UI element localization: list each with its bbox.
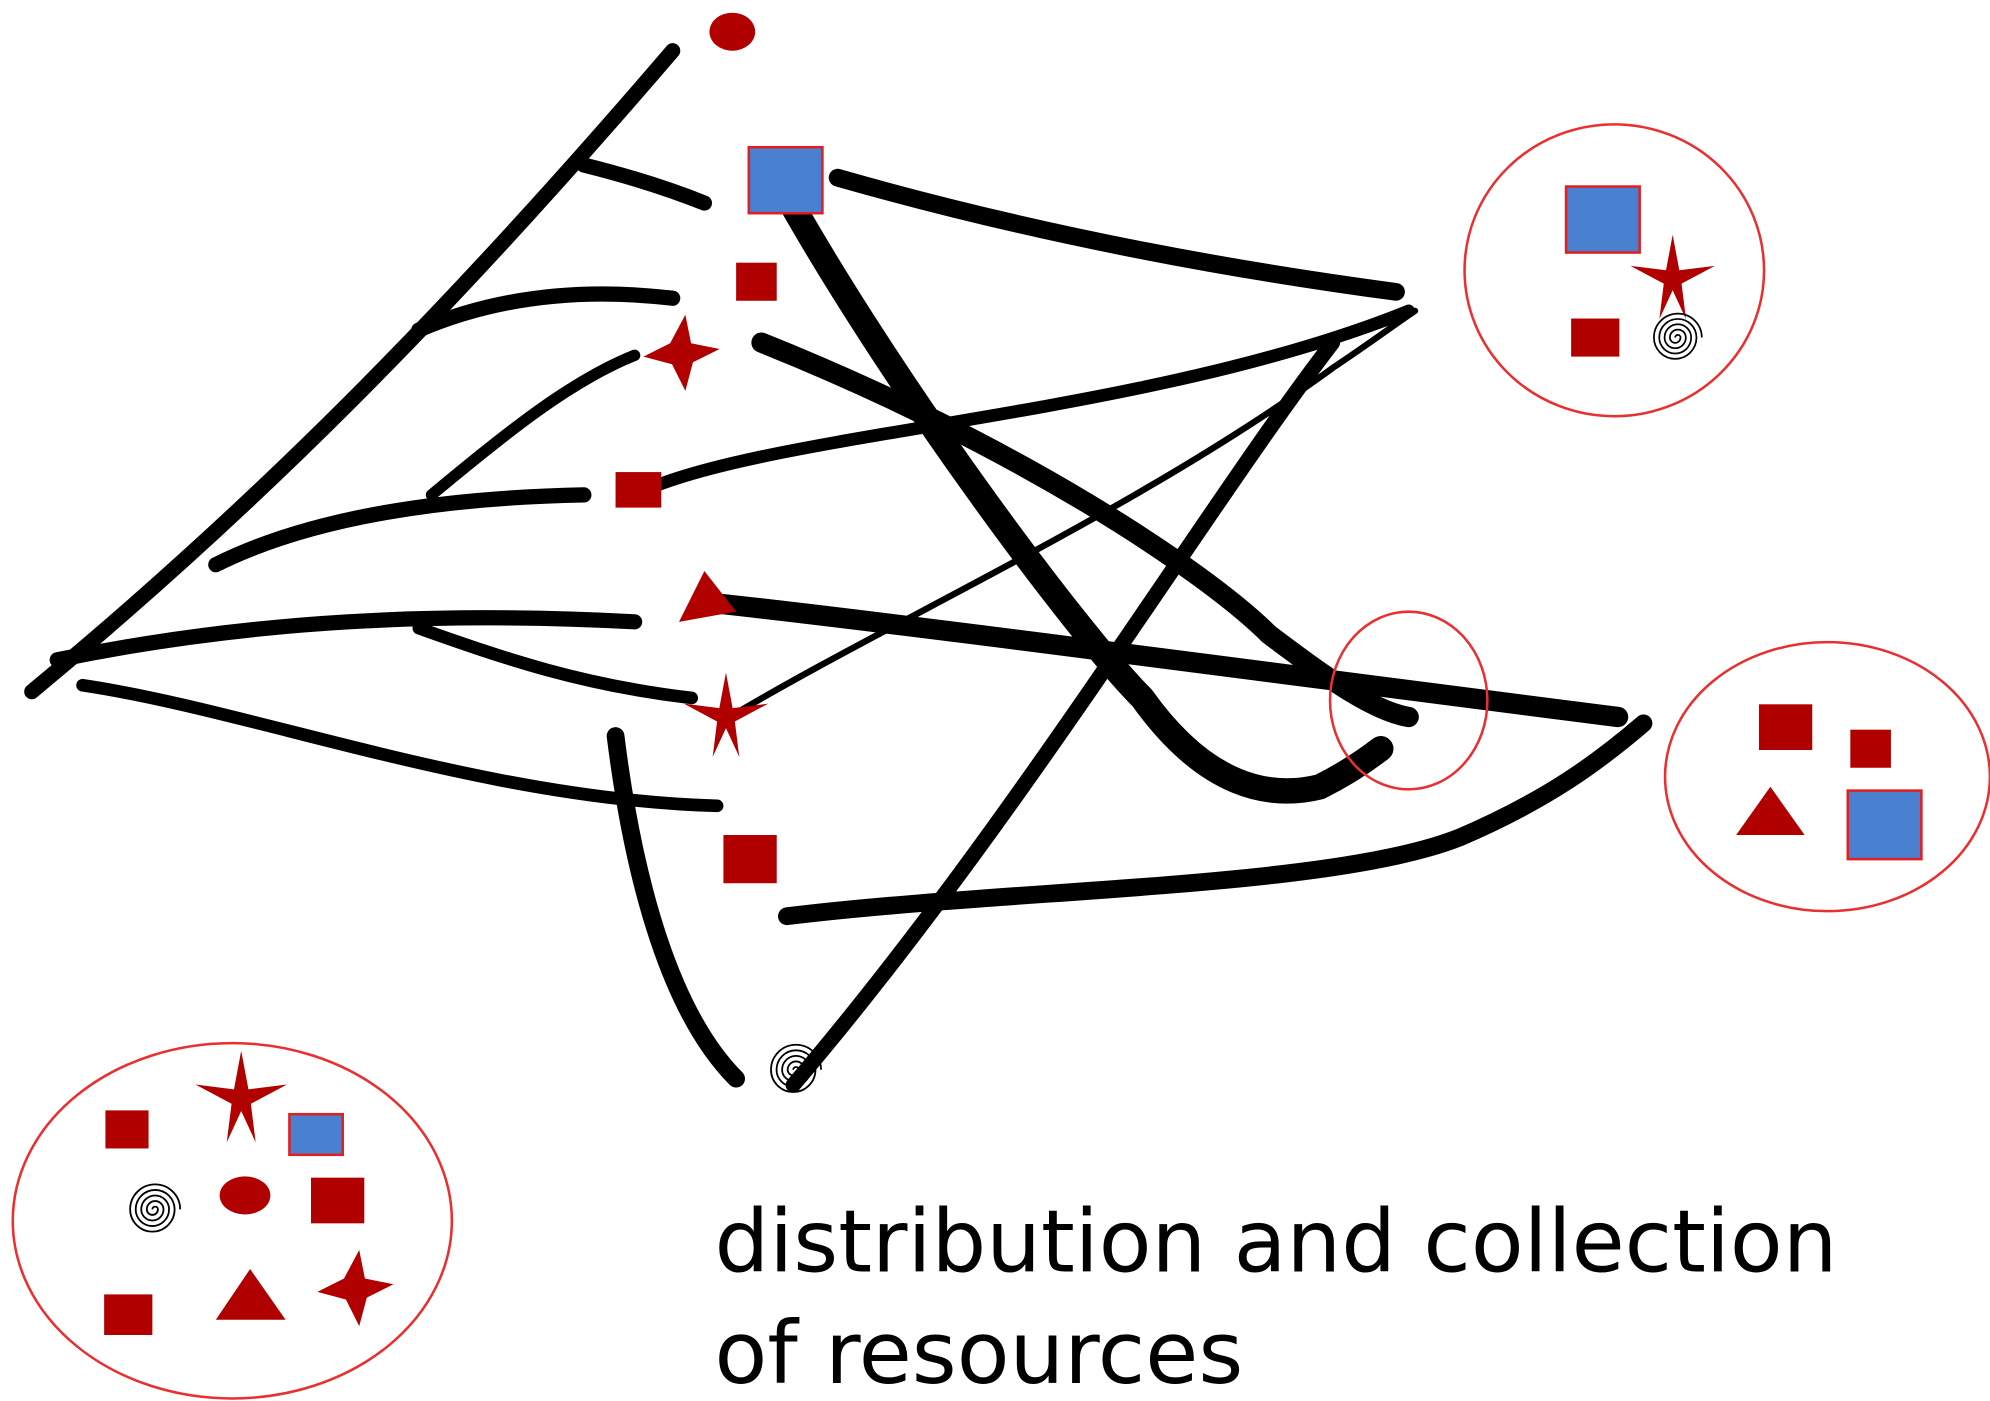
blue-square	[288, 1112, 344, 1157]
blue-square	[1564, 185, 1641, 254]
square-resource	[736, 262, 777, 301]
collection-ring	[1463, 123, 1766, 418]
route	[606, 727, 746, 1088]
square-resource	[1758, 704, 1813, 750]
highlight-ring	[1328, 610, 1489, 791]
square-resource	[310, 1177, 365, 1224]
star-resource	[195, 1050, 288, 1143]
route	[576, 157, 713, 211]
route	[208, 487, 592, 573]
blue-square	[747, 145, 824, 215]
collection-ring	[11, 1041, 454, 1400]
collection-right	[1663, 640, 1990, 913]
route	[425, 349, 641, 501]
blue-square	[1846, 789, 1923, 861]
square-resource	[1571, 318, 1620, 357]
route	[700, 592, 1629, 728]
route	[411, 286, 681, 338]
square-resource	[105, 1110, 149, 1149]
triangle-resource	[679, 571, 737, 622]
square-resource	[723, 835, 777, 884]
square-resource	[104, 1294, 153, 1336]
route	[628, 304, 1416, 502]
star-resource	[1630, 234, 1715, 320]
circle-resource	[709, 12, 756, 51]
route	[828, 168, 1405, 301]
circle-resource	[219, 1176, 271, 1215]
route	[49, 610, 643, 668]
collection-top	[1463, 123, 1766, 418]
triangle-resource	[1736, 786, 1805, 836]
routes	[24, 43, 1653, 1093]
caption-line: distribution and collection	[715, 1193, 1838, 1293]
caption-line: of resources	[715, 1304, 1244, 1401]
route	[785, 335, 1341, 1093]
spiral-resource	[1652, 312, 1703, 360]
resources	[615, 12, 824, 1094]
triangle-resource	[215, 1269, 286, 1320]
star-resource	[683, 672, 769, 757]
route	[24, 43, 681, 700]
square-resource	[1850, 729, 1891, 768]
route	[412, 621, 699, 705]
route	[777, 714, 1653, 926]
square-resource	[615, 472, 662, 508]
four-point-star	[317, 1249, 394, 1327]
four-point-star	[643, 314, 720, 391]
route	[726, 307, 1419, 721]
route	[764, 164, 1394, 804]
spiral-resource	[128, 1183, 182, 1233]
collection-source	[11, 1041, 454, 1400]
collection-ring	[1663, 640, 1990, 913]
